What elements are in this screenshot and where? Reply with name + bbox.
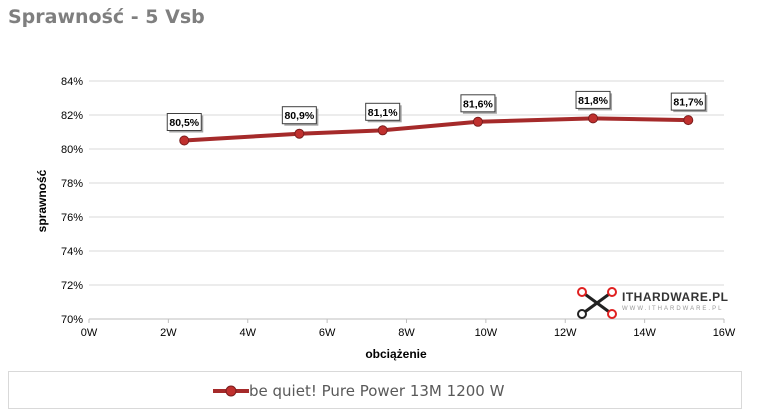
data-point <box>377 125 388 136</box>
legend-item: be quiet! Pure Power 13M 1200 W <box>213 378 504 404</box>
data-label-box <box>575 90 611 109</box>
y-tick-label: 76% <box>61 212 83 224</box>
data-label: 81,8% <box>578 95 608 107</box>
data-label: 81,7% <box>673 97 703 109</box>
legend-line-marker-icon <box>213 385 249 397</box>
data-point <box>472 116 483 127</box>
y-tick-label: 70% <box>61 314 83 326</box>
x-tick-label: 6W <box>319 327 336 339</box>
series-line <box>184 116 689 143</box>
y-axis-label: sprawność <box>35 169 49 232</box>
y-axis-ticks: 70% 72% 74% 76% 78% 80% 82% 84% <box>61 76 83 326</box>
x-axis-label: obciążenie <box>365 347 427 361</box>
line-chart: 70% 72% 74% 76% 78% 80% 82% 84% 0W 2W 4W 6W 8W 10W 12… <box>35 76 736 361</box>
y-tick-label: 72% <box>61 280 83 292</box>
y-tick-label: 78% <box>61 178 83 190</box>
chart-title: Sprawność - 5 Vsb <box>8 6 205 28</box>
x-tick-label: 0W <box>81 327 98 339</box>
x-tick-label: 16W <box>713 327 736 339</box>
x-tick-label: 12W <box>554 327 577 339</box>
series-group <box>179 113 694 146</box>
data-label: 80,9% <box>284 110 314 122</box>
data-point <box>294 128 305 139</box>
data-label: 80,5% <box>169 117 199 129</box>
x-tick-label: 10W <box>475 327 498 339</box>
data-label-box <box>460 94 496 113</box>
data-label-box <box>670 92 706 111</box>
x-axis-ticks: 0W 2W 4W 6W 8W 10W 12W 14W 16W <box>81 319 736 339</box>
y-tick-label: 82% <box>61 110 83 122</box>
legend-series-name: be quiet! Pure Power 13M 1200 W <box>249 382 505 400</box>
data-point <box>683 115 694 126</box>
y-tick-label: 84% <box>61 76 83 88</box>
watermark-logo: ITHARDWARE.PL WWW.ITHARDWARE.PL <box>576 286 736 320</box>
watermark-text: ITHARDWARE.PL <box>622 290 729 304</box>
watermark-subtext: WWW.ITHARDWARE.PL <box>622 306 724 312</box>
data-label-box <box>365 102 401 121</box>
data-label-box <box>281 106 317 125</box>
data-labels: 80,5% 80,9% 81,1% 81,6% 81,8% 81,7% <box>166 90 708 133</box>
x-tick-label: 8W <box>398 327 415 339</box>
x-tick-label: 2W <box>160 327 177 339</box>
legend: be quiet! Pure Power 13M 1200 W <box>8 371 742 409</box>
data-point <box>588 113 599 124</box>
x-tick-label: 4W <box>240 327 257 339</box>
y-tick-label: 74% <box>61 246 83 258</box>
x-tick-label: 14W <box>633 327 656 339</box>
y-tick-label: 80% <box>61 144 83 156</box>
data-point <box>179 135 190 146</box>
data-label: 81,6% <box>463 98 493 110</box>
data-label: 81,1% <box>368 107 398 119</box>
data-label-box <box>166 113 202 131</box>
watermark-icon <box>577 287 617 319</box>
